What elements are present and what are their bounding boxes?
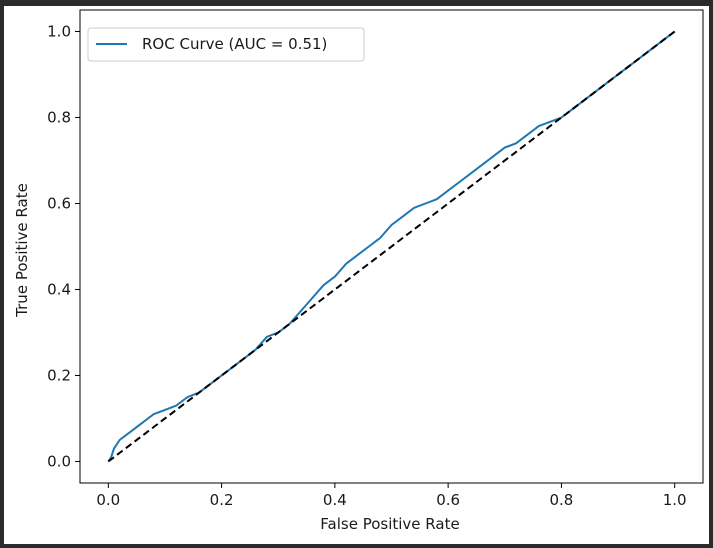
y-axis-label: True Positive Rate (13, 183, 31, 318)
x-axis-label: False Positive Rate (320, 515, 459, 533)
x-tick-label: 0.0 (96, 491, 120, 509)
x-tick-label: 0.4 (323, 491, 347, 509)
y-tick-label: 0.8 (47, 109, 71, 127)
x-tick-label: 0.6 (436, 491, 460, 509)
x-tick-label: 1.0 (663, 491, 687, 509)
chart-marks (107, 30, 676, 463)
x-ticks: 0.0 0.2 0.4 0.6 0.8 1.0 (96, 483, 687, 509)
legend: ROC Curve (AUC = 0.51) (87, 27, 365, 62)
x-tick-label: 0.2 (210, 491, 234, 509)
legend-box (87, 27, 365, 62)
diagonal-reference-line (107, 30, 676, 463)
axes-frame (79, 9, 704, 484)
legend-label-roc: ROC Curve (AUC = 0.51) (142, 35, 327, 53)
y-tick-label: 0.0 (47, 453, 71, 471)
x-tick-label: 0.8 (549, 491, 573, 509)
top-window-strip (0, 0, 713, 6)
y-tick-label: 0.4 (47, 281, 71, 299)
y-tick-label: 0.2 (47, 367, 71, 385)
y-ticks: 0.0 0.2 0.4 0.6 0.8 1.0 (47, 23, 80, 471)
y-tick-label: 0.6 (47, 195, 71, 213)
y-tick-label: 1.0 (47, 23, 71, 41)
